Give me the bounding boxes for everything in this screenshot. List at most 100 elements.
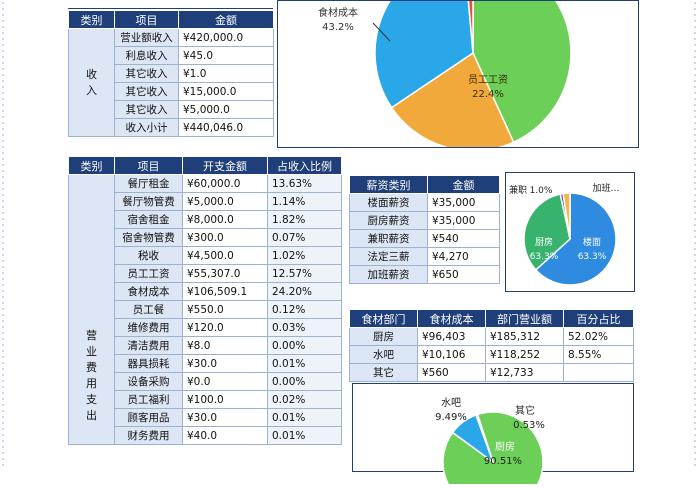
expense-amount-cell: ¥30.0 bbox=[182, 354, 268, 373]
expense-amount-cell: ¥550.0 bbox=[182, 300, 268, 319]
expense-item-cell: 食材成本 bbox=[114, 282, 183, 301]
salary-row: 法定三薪 ¥4,270 bbox=[349, 247, 500, 266]
pie-label: 水吧 bbox=[441, 397, 461, 409]
expense-row: 维修费用 ¥120.0 0.03% bbox=[69, 318, 342, 337]
pie-label: 22.4% bbox=[472, 89, 504, 100]
income-amount-cell: ¥440,046.0 bbox=[178, 118, 274, 137]
food-row: 其它 ¥560 ¥12,733 bbox=[349, 363, 634, 382]
expense-ratio-cell: 0.02% bbox=[267, 390, 342, 409]
salary-amount-cell: ¥540 bbox=[427, 229, 500, 248]
pie-label: 食材成本 bbox=[318, 6, 358, 19]
pie-label: 其它 bbox=[515, 404, 535, 417]
cost-pie-panel: 食材成本 43.2% 员工工资 22.4% bbox=[277, 0, 639, 152]
expense-item-cell: 餐厅租金 bbox=[114, 174, 183, 193]
income-row: 收 入营业额收入 ¥420,000.0 bbox=[68, 28, 274, 137]
pie-label: 90.51% bbox=[484, 456, 522, 467]
expense-item-cell: 餐厅物管费 bbox=[114, 192, 183, 211]
expense-row: 清洁费用 ¥8.0 0.00% bbox=[69, 336, 342, 355]
salary-header-row: 薪资类别 金额 bbox=[349, 175, 500, 194]
expense-amount-cell: ¥40.0 bbox=[182, 426, 268, 445]
pie-label: 兼职 bbox=[509, 184, 527, 196]
income-item-cell: 其它收入 bbox=[114, 64, 179, 83]
expense-ratio-cell: 12.57% bbox=[267, 264, 342, 283]
expense-ratio-cell: 0.12% bbox=[267, 300, 342, 319]
salary-row: 楼面薪资 ¥35,000 bbox=[349, 193, 500, 212]
income-amount-cell: ¥5,000.0 bbox=[178, 100, 274, 119]
expense-header-category: 类别 bbox=[68, 156, 115, 175]
income-item-cell: 其它收入 bbox=[114, 100, 179, 119]
expense-amount-cell: ¥55,307.0 bbox=[182, 264, 268, 283]
salary-item-cell: 加班薪资 bbox=[349, 265, 428, 284]
food-cost-table: 食材部门 食材成本 部门营业额 百分占比 厨房 ¥96,403 ¥185,312 52… bbox=[349, 309, 634, 382]
pie-label: 加班… bbox=[592, 182, 619, 194]
salary-amount-cell: ¥35,000 bbox=[427, 193, 500, 212]
food-header-cost: 食材成本 bbox=[417, 309, 486, 328]
expense-row: 设备采购 ¥0.0 0.00% bbox=[69, 372, 342, 391]
pie-slice bbox=[467, 0, 474, 54]
expense-row: 顾客用品 ¥30.0 0.01% bbox=[69, 408, 342, 427]
top-title-strip bbox=[68, 0, 273, 9]
cost-pie-chart: 食材成本 43.2% 员工工资 22.4% bbox=[318, 0, 572, 152]
expense-amount-cell: ¥300.0 bbox=[182, 228, 268, 247]
expense-amount-cell: ¥8.0 bbox=[182, 336, 268, 355]
expense-row: 宿舍租金 ¥8,000.0 1.82% bbox=[69, 210, 342, 229]
pie-slice bbox=[475, 413, 494, 463]
expense-ratio-cell: 0.03% bbox=[267, 318, 342, 337]
expense-ratio-cell: 0.00% bbox=[267, 372, 342, 391]
food-header-row: 食材部门 食材成本 部门营业额 百分占比 bbox=[349, 309, 634, 328]
left-dotted-margin bbox=[0, 0, 8, 470]
expense-header-item: 项目 bbox=[114, 156, 183, 175]
expense-ratio-cell: 0.00% bbox=[267, 336, 342, 355]
pie-label: 63.3% bbox=[530, 252, 559, 262]
income-row: 收入小计 ¥440,046.0 bbox=[69, 118, 274, 137]
food-revenue-cell: ¥118,252 bbox=[485, 345, 564, 364]
salary-row: 兼职薪资 ¥540 bbox=[349, 229, 500, 248]
expense-item-cell: 宿舍物管费 bbox=[114, 228, 183, 247]
pie-label: 厨房 bbox=[535, 236, 553, 248]
income-header-category: 类别 bbox=[68, 10, 115, 29]
pie-label: 43.2% bbox=[322, 22, 354, 33]
salary-pie-panel: 兼职 1.0% 加班… 厨房 63.3% 楼面 63.3% bbox=[505, 172, 635, 292]
income-amount-cell: ¥1.0 bbox=[178, 64, 274, 83]
expense-item-cell: 员工工资 bbox=[114, 264, 183, 283]
expense-ratio-cell: 13.63% bbox=[267, 174, 342, 193]
expense-item-cell: 员工餐 bbox=[114, 300, 183, 319]
food-pct-cell: 8.55% bbox=[563, 345, 634, 364]
expense-ratio-cell: 24.20% bbox=[267, 282, 342, 301]
expense-item-cell: 清洁费用 bbox=[114, 336, 183, 355]
expense-item-cell: 顾客用品 bbox=[114, 408, 183, 427]
expense-ratio-cell: 0.07% bbox=[267, 228, 342, 247]
income-row: 利息收入 ¥45.0 bbox=[69, 46, 274, 65]
expense-item-cell: 宿舍租金 bbox=[114, 210, 183, 229]
food-pie-panel: 水吧 9.49% 其它 0.53% 厨房 90.51% bbox=[352, 383, 634, 488]
expense-item-cell: 器具损耗 bbox=[114, 354, 183, 373]
pie-slice bbox=[523, 193, 571, 271]
salary-pie-chart: 兼职 1.0% 加班… 厨房 63.3% 楼面 63.3% bbox=[509, 182, 620, 286]
food-dept-cell: 其它 bbox=[349, 363, 418, 382]
pie-label: 厨房 bbox=[495, 440, 515, 453]
food-revenue-cell: ¥12,733 bbox=[485, 363, 564, 382]
food-cost-cell: ¥10,106 bbox=[417, 345, 486, 364]
expense-amount-cell: ¥106,509.1 bbox=[182, 282, 268, 301]
expense-amount-cell: ¥120.0 bbox=[182, 318, 268, 337]
pie-label: 员工工资 bbox=[468, 74, 508, 86]
pie-label: 0.53% bbox=[513, 420, 545, 431]
income-header-row: 类别 项目 金额 bbox=[68, 10, 274, 29]
food-header-revenue: 部门营业额 bbox=[485, 309, 564, 328]
pie-label: 9.49% bbox=[435, 412, 467, 423]
expense-amount-cell: ¥100.0 bbox=[182, 390, 268, 409]
expense-row: 税收 ¥4,500.0 1.02% bbox=[69, 246, 342, 265]
right-dotted-margin bbox=[692, 0, 700, 470]
food-pct-cell bbox=[563, 363, 634, 382]
expense-item-cell: 设备采购 bbox=[114, 372, 183, 391]
expense-header-row: 类别 项目 开支金额 占收入比例 bbox=[68, 156, 342, 175]
pie-leader-line bbox=[372, 22, 391, 42]
salary-amount-cell: ¥650 bbox=[427, 265, 500, 284]
expense-row: 财务费用 ¥40.0 0.01% bbox=[69, 426, 342, 445]
pie-label: 楼面 bbox=[583, 236, 601, 248]
income-category-cell: 收 入 bbox=[68, 28, 115, 137]
expense-item-cell: 维修费用 bbox=[114, 318, 183, 337]
food-revenue-cell: ¥185,312 bbox=[485, 327, 564, 346]
expense-ratio-cell: 1.02% bbox=[267, 246, 342, 265]
